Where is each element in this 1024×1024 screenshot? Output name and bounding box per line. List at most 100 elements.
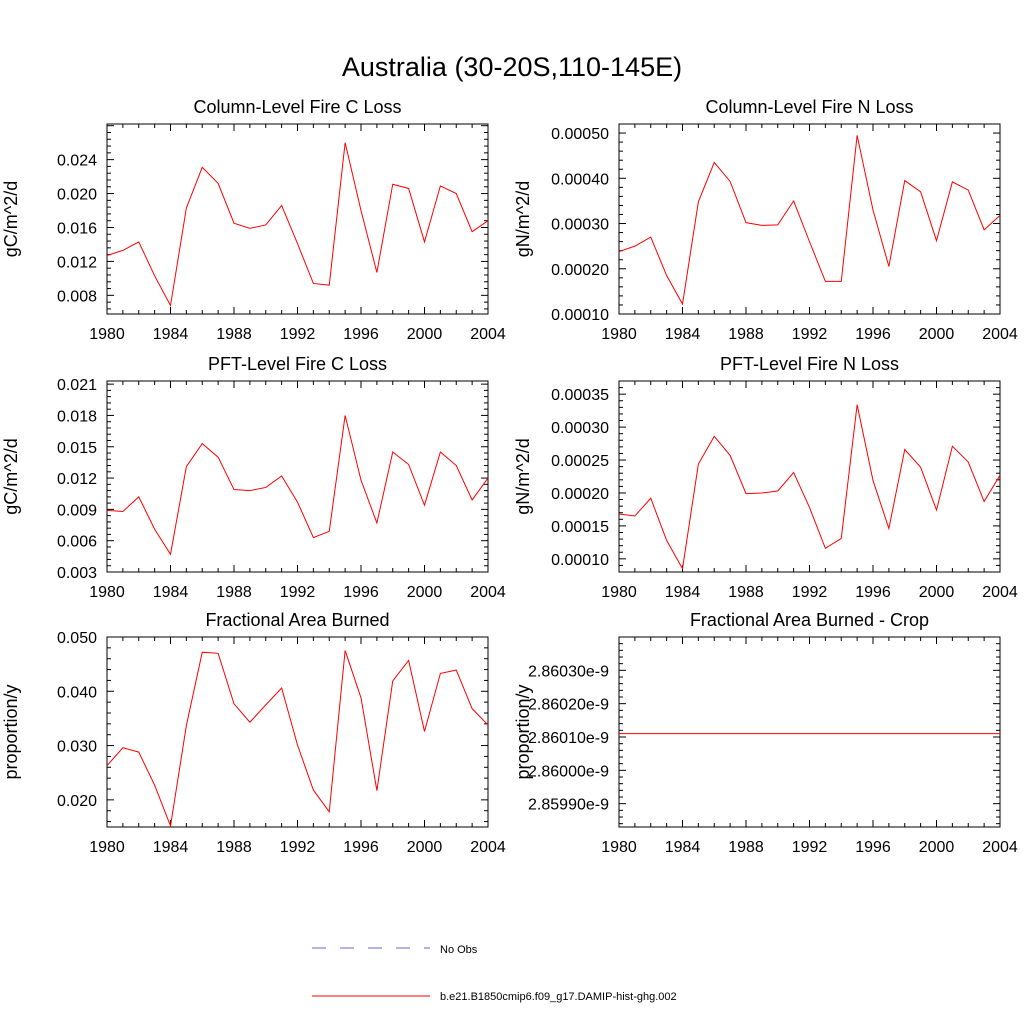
y-tick-label: 0.050 bbox=[57, 630, 97, 647]
x-tick-label: 2004 bbox=[982, 839, 1018, 856]
legend-model-label: b.e21.B1850cmip6.f09_g17.DAMIP-hist-ghg.… bbox=[440, 991, 677, 1003]
y-tick-label: 0.00030 bbox=[551, 420, 609, 437]
x-tick-label: 1992 bbox=[792, 584, 828, 601]
y-tick-label: 0.00030 bbox=[551, 217, 609, 234]
y-tick-label: 0.020 bbox=[57, 187, 97, 204]
x-tick-label: 1996 bbox=[343, 584, 379, 601]
x-tick-label: 1992 bbox=[280, 839, 316, 856]
x-tick-label: 1996 bbox=[343, 839, 379, 856]
y-tick-label: 2.86010e-9 bbox=[528, 730, 609, 747]
chart-title: PFT-Level Fire N Loss bbox=[720, 354, 899, 374]
x-tick-label: 1984 bbox=[153, 839, 189, 856]
x-tick-label: 1984 bbox=[665, 326, 701, 343]
x-tick-label: 2000 bbox=[919, 584, 955, 601]
x-tick-label: 1988 bbox=[728, 839, 764, 856]
chart-panel-1: 1980 1984 1988 1992 1996 2000 2004 0.008 0.012 0.… bbox=[1, 97, 506, 343]
x-tick-label: 2004 bbox=[982, 584, 1018, 601]
y-tick-label: 0.016 bbox=[57, 220, 97, 237]
x-tick-label: 1980 bbox=[601, 584, 637, 601]
y-tick-label: 0.00040 bbox=[551, 171, 609, 188]
y-tick-label: 0.040 bbox=[57, 684, 97, 701]
page-title: Australia (30-20S,110-145E) bbox=[342, 52, 682, 82]
y-tick-label: 0.024 bbox=[57, 153, 97, 170]
y-axis-label: gC/m^2/d bbox=[1, 438, 21, 514]
y-tick-label: 2.86000e-9 bbox=[528, 763, 609, 780]
x-tick-label: 1992 bbox=[792, 839, 828, 856]
x-tick-label: 1988 bbox=[728, 326, 764, 343]
x-tick-label: 2000 bbox=[407, 584, 443, 601]
y-tick-label: 0.00010 bbox=[551, 552, 609, 569]
y-axis-label: gC/m^2/d bbox=[1, 181, 21, 257]
chart-title: Fractional Area Burned - Crop bbox=[690, 610, 929, 630]
x-tick-label: 1992 bbox=[792, 326, 828, 343]
x-tick-label: 1980 bbox=[89, 326, 125, 343]
chart-panel-4: 1980 1984 1988 1992 1996 2000 2004 0.00010 0.000… bbox=[513, 354, 1018, 601]
x-tick-label: 1980 bbox=[89, 584, 125, 601]
y-tick-label: 0.00015 bbox=[551, 519, 609, 536]
y-axis-label: gN/m^2/d bbox=[513, 181, 533, 257]
y-tick-label: 0.021 bbox=[57, 377, 97, 394]
y-tick-label: 2.86030e-9 bbox=[528, 663, 609, 680]
x-tick-label: 2000 bbox=[407, 839, 443, 856]
y-axis-label: proportion/y bbox=[1, 684, 21, 779]
y-tick-label: 2.86020e-9 bbox=[528, 697, 609, 714]
x-tick-label: 1996 bbox=[855, 326, 891, 343]
plot-frame bbox=[106, 636, 489, 828]
chart-panel-2: 1980 1984 1988 1992 1996 2000 2004 0.00010 0.000… bbox=[513, 97, 1018, 343]
series-line bbox=[106, 415, 489, 556]
chart-panel-5: 1980 1984 1988 1992 1996 2000 2004 0.020 0.030 0.… bbox=[1, 610, 506, 856]
x-tick-label: 1984 bbox=[153, 326, 189, 343]
y-tick-label: 0.030 bbox=[57, 739, 97, 756]
y-tick-label: 0.00025 bbox=[551, 453, 609, 470]
legend: No Obs b.e21.B1850cmip6.f09_g17.DAMIP-hi… bbox=[312, 944, 677, 1003]
y-tick-label: 0.012 bbox=[57, 471, 97, 488]
x-tick-label: 1988 bbox=[216, 326, 252, 343]
y-tick-label: 0.020 bbox=[57, 793, 97, 810]
x-tick-label: 1984 bbox=[665, 584, 701, 601]
x-tick-label: 2000 bbox=[919, 839, 955, 856]
series-line bbox=[618, 404, 1001, 571]
x-tick-label: 1980 bbox=[601, 326, 637, 343]
x-tick-label: 1992 bbox=[280, 584, 316, 601]
chart-panel-6: 1980 1984 1988 1992 1996 2000 2004 2.85990e-9 2.… bbox=[513, 610, 1018, 856]
x-tick-label: 1980 bbox=[89, 839, 125, 856]
x-tick-label: 1996 bbox=[855, 839, 891, 856]
y-tick-label: 0.00050 bbox=[551, 126, 609, 143]
x-tick-label: 1980 bbox=[601, 839, 637, 856]
y-tick-label: 0.00020 bbox=[551, 486, 609, 503]
y-tick-label: 0.006 bbox=[57, 534, 97, 551]
chart-title: Column-Level Fire C Loss bbox=[193, 97, 401, 117]
x-tick-label: 2004 bbox=[470, 839, 506, 856]
y-tick-label: 0.018 bbox=[57, 408, 97, 425]
y-tick-label: 0.008 bbox=[57, 288, 97, 305]
chart-title: Column-Level Fire N Loss bbox=[705, 97, 913, 117]
y-tick-label: 0.00010 bbox=[551, 307, 609, 324]
x-tick-label: 1988 bbox=[728, 584, 764, 601]
series-line bbox=[618, 135, 1001, 306]
chart-title: Fractional Area Burned bbox=[205, 610, 389, 630]
y-tick-label: 0.009 bbox=[57, 502, 97, 519]
y-tick-label: 0.012 bbox=[57, 254, 97, 271]
chart-panels: 1980 1984 1988 1992 1996 2000 2004 0.008 0.012 0.… bbox=[1, 97, 1018, 856]
series-line bbox=[106, 650, 489, 828]
x-tick-label: 1984 bbox=[665, 839, 701, 856]
x-tick-label: 1992 bbox=[280, 326, 316, 343]
chart-panel-3: 1980 1984 1988 1992 1996 2000 2004 0.003 0.006 0.… bbox=[1, 354, 506, 601]
chart-title: PFT-Level Fire C Loss bbox=[208, 354, 387, 374]
x-tick-label: 2000 bbox=[407, 326, 443, 343]
series-line bbox=[106, 142, 489, 308]
y-tick-label: 0.00035 bbox=[551, 387, 609, 404]
legend-obs-label: No Obs bbox=[440, 944, 478, 956]
plot-frame bbox=[618, 380, 1001, 573]
x-tick-label: 1996 bbox=[343, 326, 379, 343]
y-tick-label: 0.00020 bbox=[551, 262, 609, 279]
plot-frame bbox=[618, 636, 1001, 828]
x-tick-label: 2004 bbox=[470, 584, 506, 601]
x-tick-label: 1996 bbox=[855, 584, 891, 601]
x-tick-label: 2004 bbox=[470, 326, 506, 343]
x-tick-label: 1988 bbox=[216, 839, 252, 856]
x-tick-label: 2004 bbox=[982, 326, 1018, 343]
y-axis-label: gN/m^2/d bbox=[513, 438, 533, 514]
x-tick-label: 1988 bbox=[216, 584, 252, 601]
